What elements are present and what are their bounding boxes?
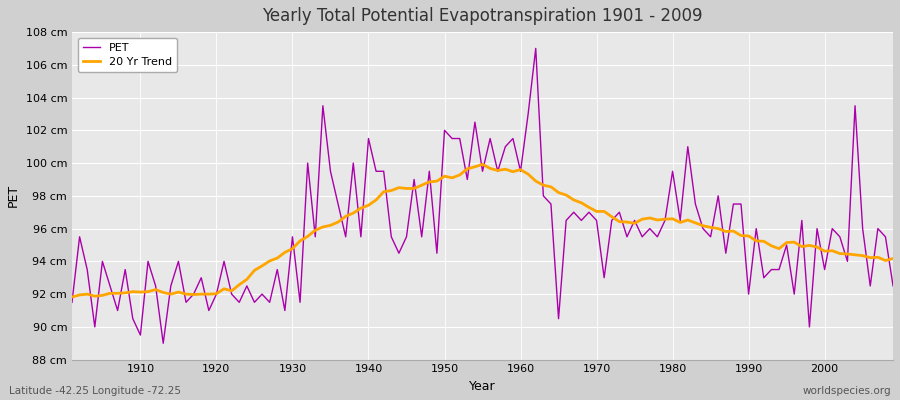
PET [523,112,534,116]
Y-axis label: PET: PET [7,184,20,208]
PET [515,169,526,174]
X-axis label: Year: Year [469,380,496,393]
PET [67,300,77,305]
PET [887,284,898,288]
PET [128,316,139,321]
PET [348,161,359,166]
20 Yr Trend [294,238,305,243]
Title: Yearly Total Potential Evapotranspiration 1901 - 2009: Yearly Total Potential Evapotranspiratio… [262,7,703,25]
20 Yr Trend [614,219,625,224]
20 Yr Trend [477,162,488,167]
Text: worldspecies.org: worldspecies.org [803,386,891,396]
Line: PET: PET [72,48,893,343]
PET [530,46,541,51]
20 Yr Trend [515,167,526,172]
Line: 20 Yr Trend: 20 Yr Trend [72,164,893,297]
PET [158,341,168,346]
20 Yr Trend [523,172,534,176]
PET [302,161,313,166]
20 Yr Trend [340,214,351,219]
20 Yr Trend [128,289,139,294]
PET [622,234,633,239]
Legend: PET, 20 Yr Trend: PET, 20 Yr Trend [77,38,177,72]
Text: Latitude -42.25 Longitude -72.25: Latitude -42.25 Longitude -72.25 [9,386,181,396]
20 Yr Trend [887,256,898,261]
20 Yr Trend [67,294,77,299]
